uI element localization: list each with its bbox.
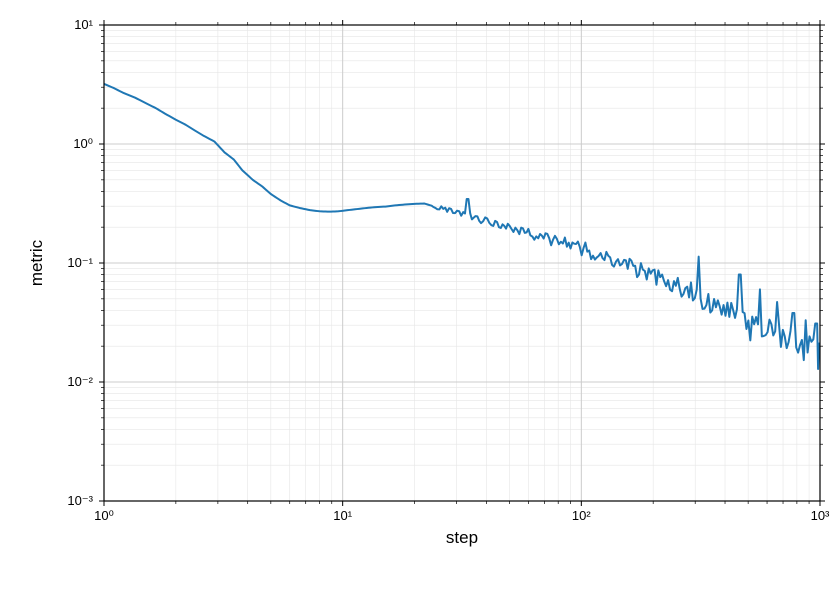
chart-canvas: 10⁰ 10¹ 10² 10³ 10⁻³ 10⁻² 10⁻¹ 10⁰ 10¹ step metric <box>0 0 838 590</box>
line-chart: 10⁰ 10¹ 10² 10³ 10⁻³ 10⁻² 10⁻¹ 10⁰ 10¹ step metric <box>0 0 838 590</box>
y-axis-label: metric <box>27 239 46 286</box>
x-tick-label: 10² <box>572 508 591 523</box>
y-tick-label: 10¹ <box>74 17 93 32</box>
y-tick-label: 10⁰ <box>73 136 93 151</box>
x-tick-label: 10¹ <box>333 508 352 523</box>
x-tick-label: 10³ <box>811 508 830 523</box>
y-tick-label: 10⁻¹ <box>67 255 93 270</box>
x-tick-label: 10⁰ <box>94 508 114 523</box>
x-axis-label: step <box>446 528 478 547</box>
y-tick-label: 10⁻³ <box>67 493 93 508</box>
y-tick-label: 10⁻² <box>67 374 93 389</box>
